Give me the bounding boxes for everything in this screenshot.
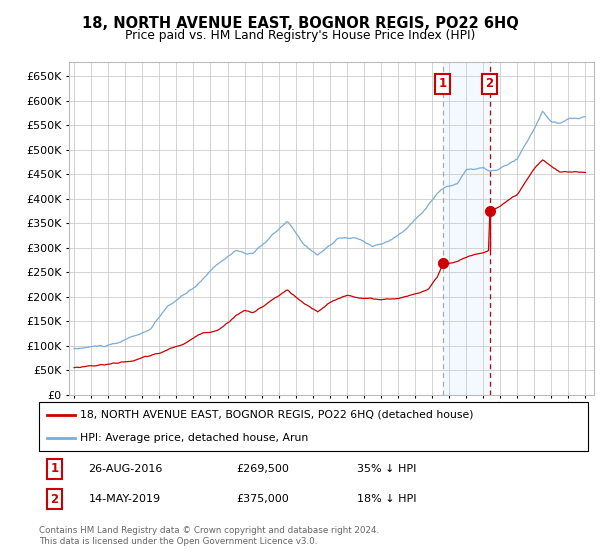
Text: 1: 1 <box>439 77 447 90</box>
Text: 18% ↓ HPI: 18% ↓ HPI <box>358 494 417 504</box>
Text: Price paid vs. HM Land Registry's House Price Index (HPI): Price paid vs. HM Land Registry's House … <box>125 29 475 42</box>
Text: £375,000: £375,000 <box>236 494 289 504</box>
Text: 18, NORTH AVENUE EAST, BOGNOR REGIS, PO22 6HQ: 18, NORTH AVENUE EAST, BOGNOR REGIS, PO2… <box>82 16 518 31</box>
Text: 18, NORTH AVENUE EAST, BOGNOR REGIS, PO22 6HQ (detached house): 18, NORTH AVENUE EAST, BOGNOR REGIS, PO2… <box>80 410 473 420</box>
Text: HPI: Average price, detached house, Arun: HPI: Average price, detached house, Arun <box>80 433 308 444</box>
Text: Contains HM Land Registry data © Crown copyright and database right 2024.
This d: Contains HM Land Registry data © Crown c… <box>39 526 379 546</box>
Text: 26-AUG-2016: 26-AUG-2016 <box>88 464 163 474</box>
Text: 2: 2 <box>50 493 58 506</box>
Text: 14-MAY-2019: 14-MAY-2019 <box>88 494 161 504</box>
Text: £269,500: £269,500 <box>236 464 290 474</box>
Text: 35% ↓ HPI: 35% ↓ HPI <box>358 464 417 474</box>
Text: 1: 1 <box>50 463 58 475</box>
Text: 2: 2 <box>485 77 494 90</box>
Bar <box>443 62 490 395</box>
